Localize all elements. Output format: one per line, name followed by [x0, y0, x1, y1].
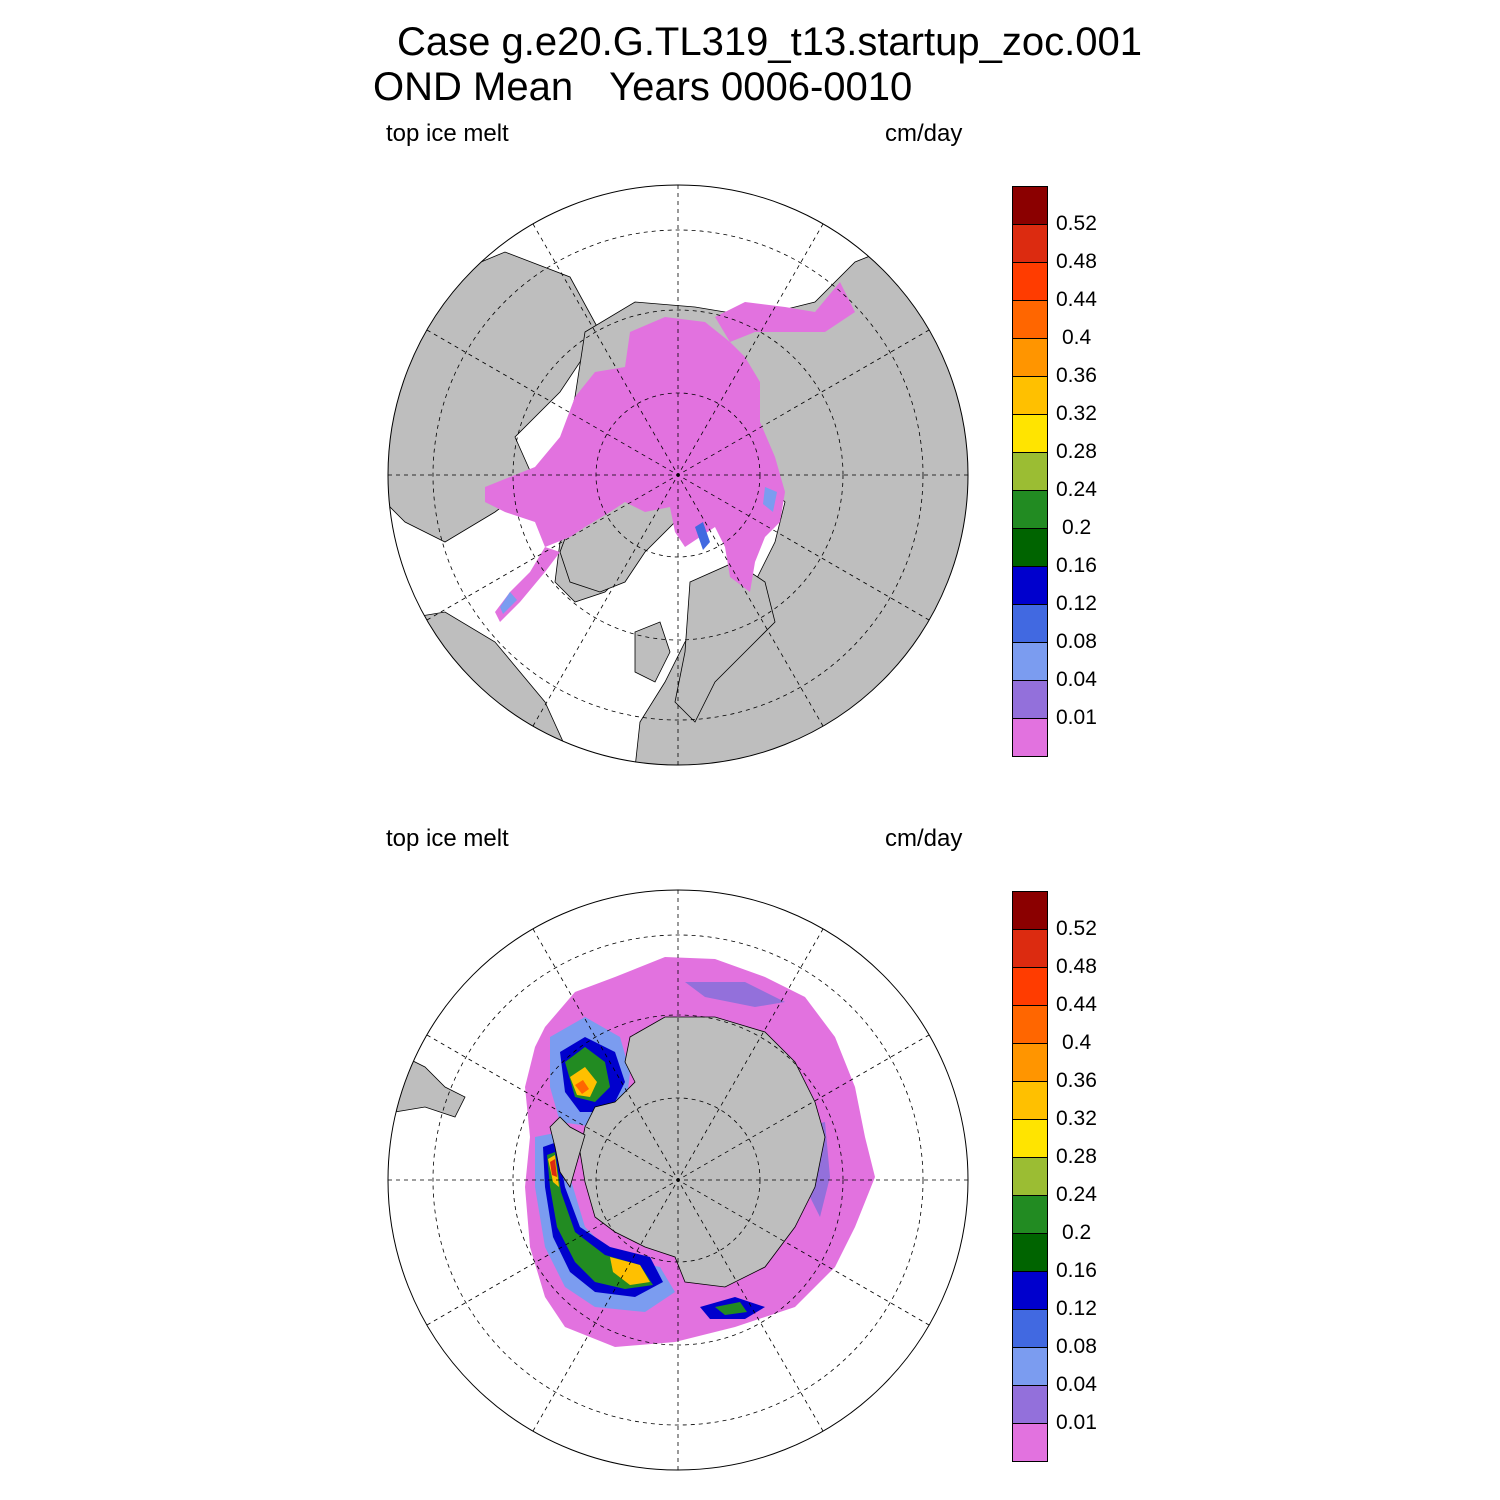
colorbar-segment — [1013, 1006, 1047, 1044]
colorbar-segment — [1013, 1310, 1047, 1348]
colorbar-tick-label: 0.32 — [1056, 1107, 1097, 1130]
south-variable-label: top ice melt — [386, 825, 509, 852]
north-sea-ice — [485, 282, 855, 622]
colorbar-segment — [1013, 1234, 1047, 1272]
colorbar-tick-label: 0.2 — [1062, 516, 1092, 539]
south-graticule — [388, 890, 968, 1470]
south-colorbar — [1012, 891, 1048, 1462]
colorbar-segment — [1013, 225, 1047, 263]
colorbar-segment — [1013, 1424, 1047, 1461]
colorbar-tick-label: 0.4 — [1062, 326, 1092, 349]
colorbar-segment — [1013, 892, 1047, 930]
colorbar-segment — [1013, 1082, 1047, 1120]
colorbar-segment — [1013, 187, 1047, 225]
colorbar-tick-label: 0.24 — [1056, 1183, 1097, 1206]
colorbar-segment — [1013, 377, 1047, 415]
colorbar-segment — [1013, 415, 1047, 453]
colorbar-tick-label: 0.36 — [1056, 1069, 1097, 1092]
years-label: Years 0006-0010 — [609, 65, 913, 109]
north-units-label: cm/day — [885, 120, 963, 147]
colorbar-tick-label: 0.04 — [1056, 668, 1097, 691]
colorbar-segment — [1013, 263, 1047, 301]
colorbar-segment — [1013, 1348, 1047, 1386]
colorbar-segment — [1013, 567, 1047, 605]
colorbar-segment — [1013, 453, 1047, 491]
north-colorbar — [1012, 186, 1048, 757]
colorbar-tick-label: 0.2 — [1062, 1221, 1092, 1244]
colorbar-segment — [1013, 681, 1047, 719]
colorbar-tick-label: 0.08 — [1056, 1335, 1097, 1358]
colorbar-segment — [1013, 1044, 1047, 1082]
colorbar-tick-label: 0.4 — [1062, 1031, 1092, 1054]
colorbar-segment — [1013, 1196, 1047, 1234]
colorbar-segment — [1013, 529, 1047, 567]
colorbar-tick-label: 0.36 — [1056, 364, 1097, 387]
colorbar-tick-label: 0.44 — [1056, 288, 1097, 311]
colorbar-tick-label: 0.32 — [1056, 402, 1097, 425]
colorbar-tick-label: 0.28 — [1056, 440, 1097, 463]
colorbar-segment — [1013, 1120, 1047, 1158]
figure-title-line2: OND Mean Years 0006-0010 — [373, 65, 912, 110]
colorbar-segment — [1013, 491, 1047, 529]
colorbar-tick-label: 0.52 — [1056, 917, 1097, 940]
colorbar-segment — [1013, 968, 1047, 1006]
colorbar-tick-label: 0.16 — [1056, 554, 1097, 577]
colorbar-tick-label: 0.16 — [1056, 1259, 1097, 1282]
colorbar-tick-label: 0.12 — [1056, 1297, 1097, 1320]
south-map-border — [387, 889, 969, 1471]
colorbar-segment — [1013, 301, 1047, 339]
figure-title-line1: Case g.e20.G.TL319_t13.startup_zoc.001 — [397, 20, 1142, 64]
north-graticule — [388, 185, 968, 765]
colorbar-tick-label: 0.28 — [1056, 1145, 1097, 1168]
colorbar-tick-label: 0.44 — [1056, 993, 1097, 1016]
north-map-border — [387, 184, 969, 766]
antarctica-land — [549, 1016, 826, 1288]
colorbar-tick-label: 0.12 — [1056, 592, 1097, 615]
season-label: OND Mean — [373, 65, 574, 109]
colorbar-segment — [1013, 1272, 1047, 1310]
colorbar-tick-label: 0.24 — [1056, 478, 1097, 501]
colorbar-segment — [1013, 1158, 1047, 1196]
colorbar-tick-label: 0.48 — [1056, 250, 1097, 273]
south-units-label: cm/day — [885, 825, 963, 852]
colorbar-tick-label: 0.04 — [1056, 1373, 1097, 1396]
colorbar-tick-label: 0.01 — [1056, 1411, 1097, 1434]
colorbar-segment — [1013, 930, 1047, 968]
north-polar-map — [387, 184, 969, 766]
colorbar-tick-label: 0.48 — [1056, 955, 1097, 978]
colorbar-segment — [1013, 1386, 1047, 1424]
colorbar-segment — [1013, 339, 1047, 377]
colorbar-segment — [1013, 605, 1047, 643]
colorbar-tick-label: 0.01 — [1056, 706, 1097, 729]
colorbar-tick-label: 0.08 — [1056, 630, 1097, 653]
north-variable-label: top ice melt — [386, 120, 509, 147]
colorbar-segment — [1013, 719, 1047, 756]
colorbar-tick-label: 0.52 — [1056, 212, 1097, 235]
colorbar-segment — [1013, 643, 1047, 681]
south-polar-map — [387, 889, 969, 1471]
